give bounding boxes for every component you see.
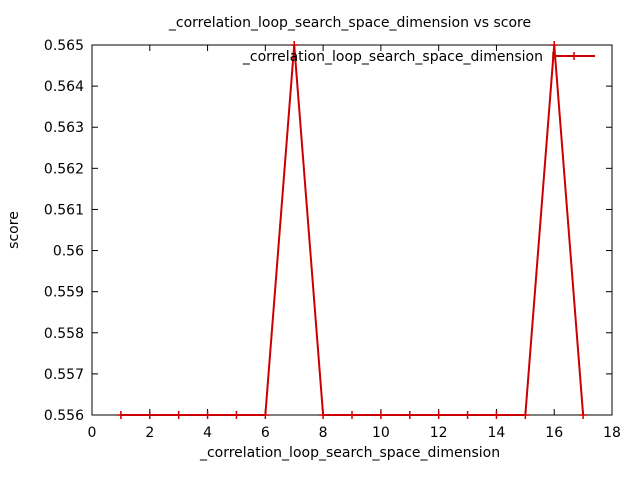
y-axis: 0.556 0.557 0.558 0.559 0.56 0.561 0.562 0.563 0… xyxy=(44,38,612,424)
x-tick-label: 6 xyxy=(261,425,270,441)
x-tick-label: 16 xyxy=(545,425,563,441)
legend: _correlation_loop_search_space_dimension xyxy=(242,49,595,65)
legend-label: _correlation_loop_search_space_dimension xyxy=(242,49,543,65)
y-tick-label: 0.561 xyxy=(44,202,84,218)
data-point xyxy=(290,41,299,49)
data-point xyxy=(405,411,414,419)
chart-title: _correlation_loop_search_space_dimension… xyxy=(168,15,531,31)
x-tick-label: 10 xyxy=(372,425,390,441)
x-tick-label: 14 xyxy=(488,425,506,441)
x-tick-label: 18 xyxy=(603,425,621,441)
y-tick-label: 0.56 xyxy=(53,244,84,260)
y-tick-label: 0.558 xyxy=(44,326,84,342)
data-point xyxy=(376,411,385,419)
data-point xyxy=(348,411,356,419)
y-tick-label: 0.563 xyxy=(44,120,84,136)
data-point xyxy=(174,411,183,419)
y-tick-label: 0.562 xyxy=(44,161,84,177)
data-point xyxy=(232,411,241,419)
data-point xyxy=(579,411,588,419)
data-point xyxy=(319,411,328,419)
data-point xyxy=(521,411,530,419)
y-axis-label: score xyxy=(6,211,22,249)
plot-area xyxy=(91,44,613,416)
x-tick-label: 8 xyxy=(319,425,328,441)
series-layer xyxy=(116,41,588,419)
data-point xyxy=(261,411,270,419)
x-axis-label: _correlation_loop_search_space_dimension xyxy=(199,445,500,461)
x-tick-label: 4 xyxy=(203,425,212,441)
x-tick-label: 0 xyxy=(88,425,97,441)
data-point xyxy=(116,411,125,419)
y-tick-label: 0.565 xyxy=(44,38,84,54)
data-point xyxy=(550,41,559,49)
data-point xyxy=(463,411,472,419)
x-axis: 0 2 4 6 8 10 12 14 16 18 xyxy=(88,45,621,441)
y-tick-label: 0.564 xyxy=(44,79,84,95)
data-point xyxy=(492,411,501,419)
x-tick-label: 12 xyxy=(430,425,448,441)
y-tick-label: 0.557 xyxy=(44,367,84,383)
data-point xyxy=(203,411,212,419)
plot-frame xyxy=(91,44,613,416)
series-line xyxy=(120,44,585,416)
data-point xyxy=(434,411,443,419)
y-tick-label: 0.556 xyxy=(44,408,84,424)
y-tick-label: 0.559 xyxy=(44,285,84,301)
data-point xyxy=(145,411,154,419)
x-tick-label: 2 xyxy=(145,425,154,441)
